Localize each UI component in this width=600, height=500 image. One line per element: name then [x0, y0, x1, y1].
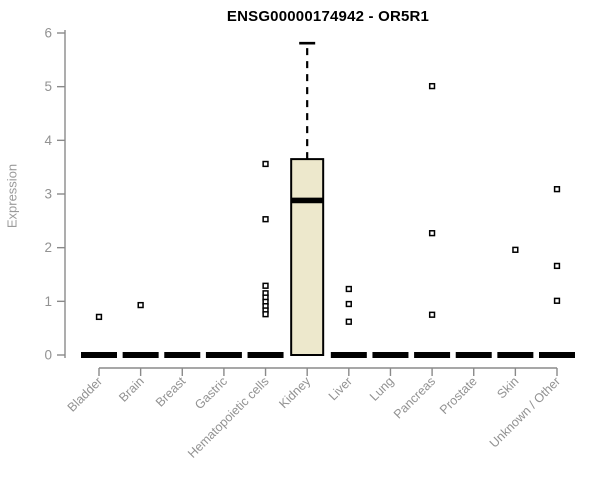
chart-title: ENSG00000174942 - OR5R1 — [226, 8, 430, 25]
outlier-point — [345, 300, 352, 308]
zero-median-bar — [414, 352, 451, 358]
zero-median-bar — [455, 352, 492, 358]
x-category-label: Bladder — [65, 374, 105, 414]
zero-median-bar — [81, 352, 117, 358]
x-category-label: Hematopoietic cells — [185, 374, 272, 461]
outlier-point — [345, 285, 352, 293]
x-category-label: Lung — [367, 374, 397, 404]
outlier-point — [553, 297, 561, 304]
outlier-point — [553, 262, 561, 270]
median-line — [291, 197, 324, 204]
zero-median-bar — [497, 352, 534, 358]
zero-median-bar — [164, 352, 201, 358]
outlier-point — [345, 318, 352, 325]
outlier-point — [512, 246, 519, 253]
x-category-label: Breast — [153, 374, 189, 410]
outlier-point — [553, 186, 561, 193]
zero-median-bar — [539, 352, 575, 358]
y-tick-label: 4 — [44, 133, 52, 148]
outlier-point — [428, 230, 436, 237]
x-category-label: Gastric — [192, 374, 230, 412]
outlier-point — [262, 311, 269, 318]
x-category-label: Prostate — [437, 374, 480, 417]
outlier-point — [137, 301, 144, 309]
outlier-point — [262, 282, 269, 289]
outlier-point — [262, 216, 269, 223]
x-category-label: Kidney — [276, 374, 313, 411]
y-tick-label: 1 — [44, 294, 52, 309]
boxplot-box — [290, 158, 325, 356]
outlier-point — [428, 311, 436, 318]
zero-median-bar — [247, 352, 284, 358]
zero-median-bar — [122, 352, 159, 358]
x-category-label: Pancreas — [391, 374, 438, 421]
zero-median-bar — [205, 352, 242, 358]
x-category-label: Unknown / Other — [487, 374, 563, 450]
outlier-point — [428, 82, 436, 90]
y-tick-label: 3 — [44, 187, 52, 202]
x-category-label: Skin — [494, 374, 521, 401]
zero-median-bar — [372, 352, 409, 358]
y-tick-label: 2 — [44, 240, 52, 255]
y-tick-label: 0 — [44, 348, 52, 363]
x-category-label: Liver — [326, 374, 355, 403]
zero-median-bar — [330, 352, 367, 358]
outlier-point — [262, 160, 269, 168]
y-tick-label: 6 — [44, 26, 52, 41]
x-category-label: Brain — [116, 374, 147, 405]
y-tick-label: 5 — [44, 79, 52, 94]
outlier-point — [95, 313, 103, 321]
